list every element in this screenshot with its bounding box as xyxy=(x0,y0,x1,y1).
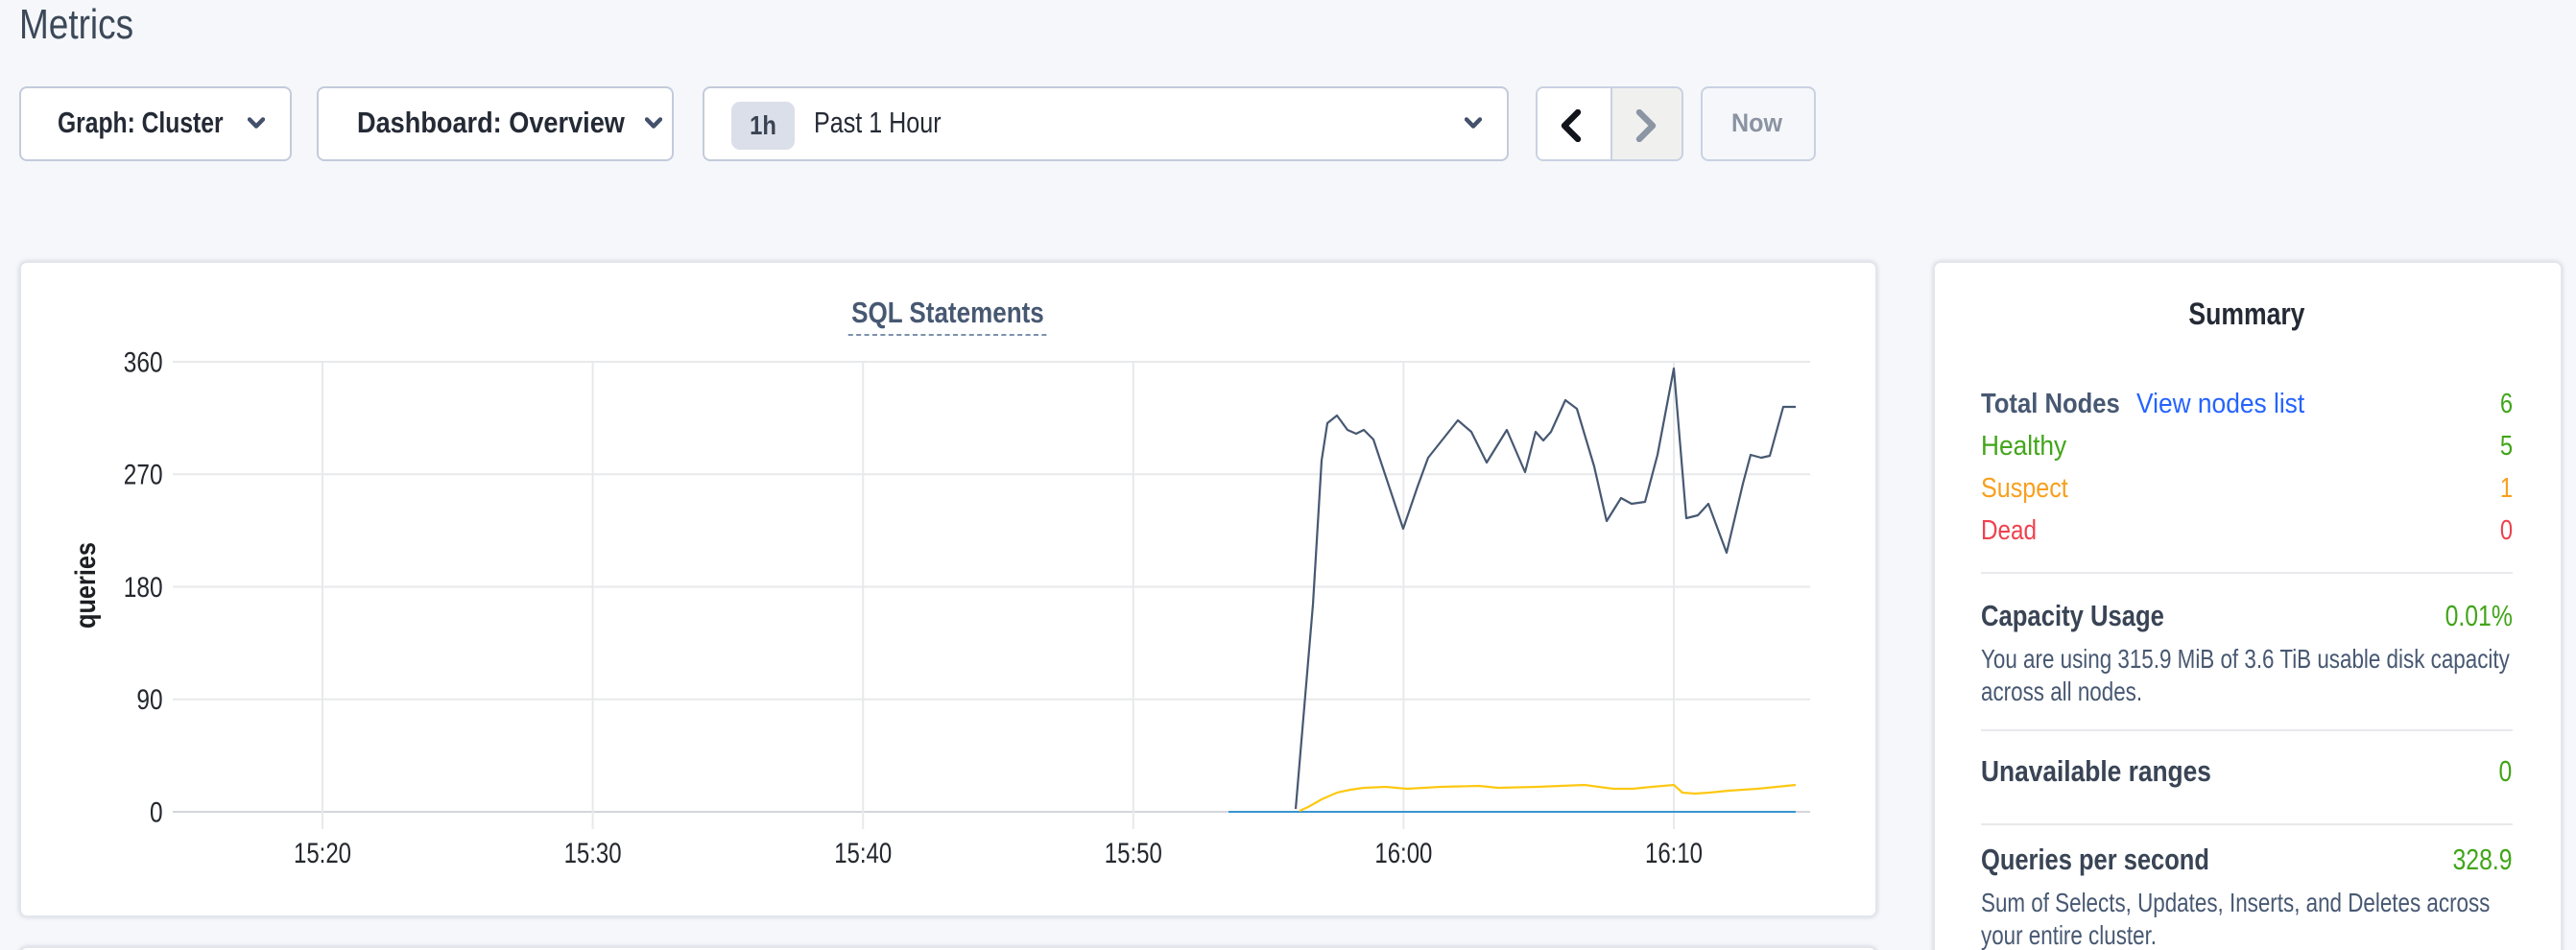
svg-text:360: 360 xyxy=(123,346,162,378)
svg-text:15:50: 15:50 xyxy=(1104,838,1161,869)
svg-text:90: 90 xyxy=(135,684,161,716)
svg-text:180: 180 xyxy=(123,572,162,604)
svg-text:15:30: 15:30 xyxy=(563,838,621,869)
svg-text:16:00: 16:00 xyxy=(1373,838,1431,869)
svg-text:15:20: 15:20 xyxy=(293,838,350,869)
svg-text:16:10: 16:10 xyxy=(1644,838,1702,869)
svg-text:0: 0 xyxy=(149,796,162,828)
svg-text:15:40: 15:40 xyxy=(833,838,891,869)
svg-text:queries: queries xyxy=(69,542,101,629)
svg-text:270: 270 xyxy=(123,460,162,491)
